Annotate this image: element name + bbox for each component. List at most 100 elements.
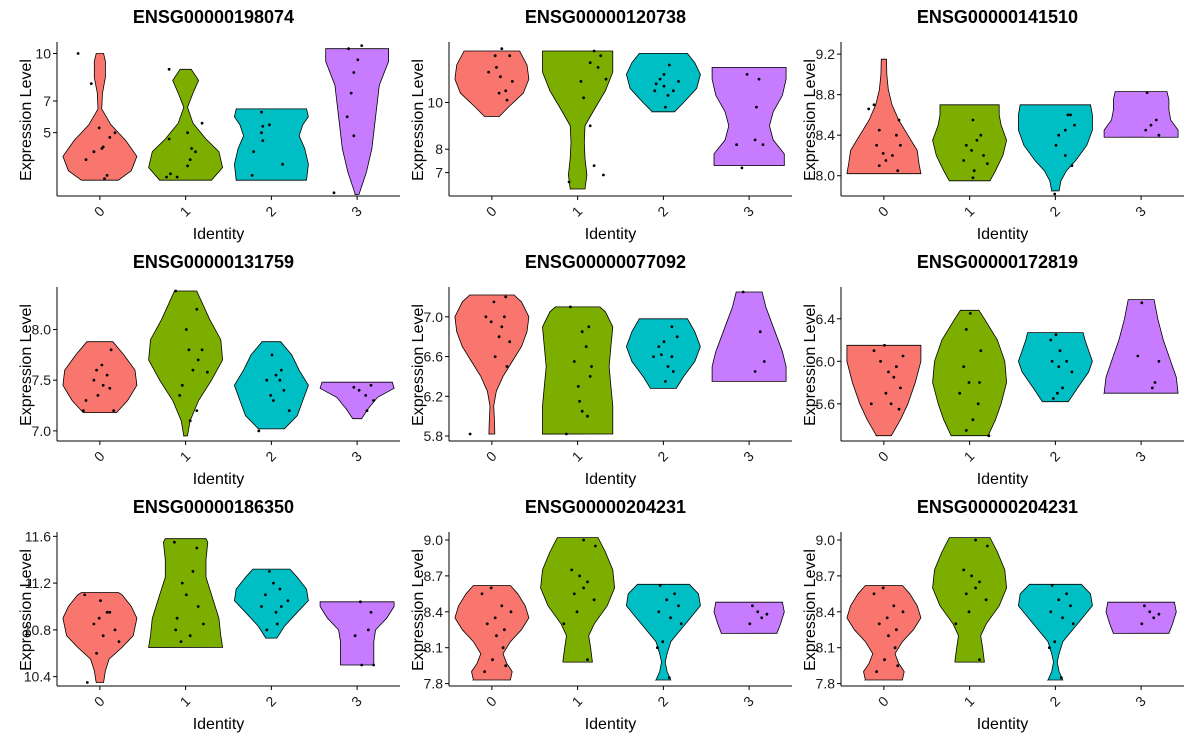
data-point xyxy=(347,47,350,51)
x-tick-label-1: 1 xyxy=(961,203,978,220)
data-point xyxy=(658,77,662,81)
violin-1 xyxy=(932,309,1008,437)
data-point xyxy=(191,368,195,372)
data-point xyxy=(1054,333,1058,337)
y-tick-label: 7 xyxy=(43,93,51,109)
chart-title: ENSG00000131759 xyxy=(133,252,294,272)
data-point xyxy=(667,676,671,679)
violin-1 xyxy=(540,537,616,663)
chart-title: ENSG00000077092 xyxy=(525,252,686,272)
data-point xyxy=(83,593,87,597)
data-point xyxy=(984,598,988,602)
data-point xyxy=(95,368,98,372)
data-point xyxy=(108,610,112,614)
data-point xyxy=(196,605,200,608)
x-axis-label: Identity xyxy=(585,716,637,733)
data-point xyxy=(489,586,493,590)
x-tick-label-0: 0 xyxy=(875,448,892,465)
data-point xyxy=(982,154,985,157)
data-point xyxy=(872,103,876,107)
x-tick-label-3: 3 xyxy=(1132,203,1149,220)
data-point xyxy=(662,84,666,88)
violin-3 xyxy=(711,291,787,382)
data-point xyxy=(569,305,572,309)
data-point xyxy=(964,592,968,596)
data-point xyxy=(884,391,888,395)
data-point xyxy=(270,353,274,357)
data-point xyxy=(1140,622,1144,626)
data-point xyxy=(580,409,584,413)
data-point xyxy=(881,152,885,155)
data-point xyxy=(1049,610,1053,614)
y-tick-label: 6.4 xyxy=(816,311,836,327)
data-point xyxy=(1063,128,1067,132)
data-point xyxy=(1056,391,1059,395)
data-point xyxy=(178,394,182,397)
x-tick-label-3: 3 xyxy=(348,203,365,220)
chart-panel: ENSG00000204231 7.8 8.1 8.4 8.7 9.0 0 1 2 3 Identi… xyxy=(410,497,792,733)
y-tick-label: 5.8 xyxy=(424,428,444,444)
y-tick-label: 6.6 xyxy=(424,349,444,365)
data-point xyxy=(661,640,665,644)
data-point xyxy=(505,365,509,368)
violin-2 xyxy=(233,568,309,639)
data-point xyxy=(487,70,490,74)
data-point xyxy=(745,73,749,76)
data-point xyxy=(975,138,979,142)
data-point xyxy=(272,399,275,402)
x-tick-label-1: 1 xyxy=(569,693,586,710)
y-tick-label: 9.0 xyxy=(424,532,444,548)
y-tick-label: 10.4 xyxy=(24,669,51,685)
data-point xyxy=(282,388,286,392)
y-tick-label: 11.6 xyxy=(25,528,51,544)
data-point xyxy=(195,409,199,412)
data-point xyxy=(1069,113,1072,117)
data-point xyxy=(99,599,102,602)
data-point xyxy=(895,133,898,137)
data-point xyxy=(979,349,983,353)
x-tick-label-0: 0 xyxy=(875,203,892,220)
data-point xyxy=(1059,676,1063,679)
data-point xyxy=(757,77,761,81)
x-axis-label: Identity xyxy=(193,471,245,488)
x-tick-label-3: 3 xyxy=(740,693,757,710)
data-point xyxy=(679,622,683,626)
data-point xyxy=(1073,123,1076,127)
data-point xyxy=(504,295,508,299)
chart-panel: ENSG00000186350 10.4 10.8 11.2 11.6 0 1 2 3 Ident… xyxy=(18,497,400,733)
data-point xyxy=(360,663,364,667)
data-point xyxy=(592,598,596,602)
data-point xyxy=(357,388,361,392)
data-point xyxy=(364,394,368,397)
data-point xyxy=(740,166,744,170)
data-point xyxy=(964,328,968,331)
violin-3 xyxy=(1103,299,1179,395)
y-tick-label: 10 xyxy=(427,94,443,110)
data-point xyxy=(1049,338,1053,342)
data-point xyxy=(592,49,596,53)
data-point xyxy=(108,386,112,390)
data-point xyxy=(286,599,290,602)
data-point xyxy=(179,640,183,643)
data-point xyxy=(954,622,958,626)
data-point xyxy=(500,325,504,329)
violin-0 xyxy=(846,344,922,437)
data-point xyxy=(1152,616,1156,620)
data-point xyxy=(658,584,662,587)
data-point xyxy=(261,124,265,128)
data-point xyxy=(352,71,356,74)
data-point xyxy=(359,600,362,604)
data-point xyxy=(195,546,199,550)
data-point xyxy=(345,115,349,119)
data-point xyxy=(167,137,171,141)
data-point xyxy=(369,383,373,387)
data-point xyxy=(1140,301,1144,305)
data-point xyxy=(167,67,171,71)
data-point xyxy=(971,418,975,422)
y-tick-label: 7 xyxy=(435,165,443,181)
y-tick-label: 5 xyxy=(43,125,51,141)
violin-2 xyxy=(233,341,309,430)
data-point xyxy=(901,610,905,614)
data-point xyxy=(656,646,659,650)
data-point xyxy=(105,610,109,614)
